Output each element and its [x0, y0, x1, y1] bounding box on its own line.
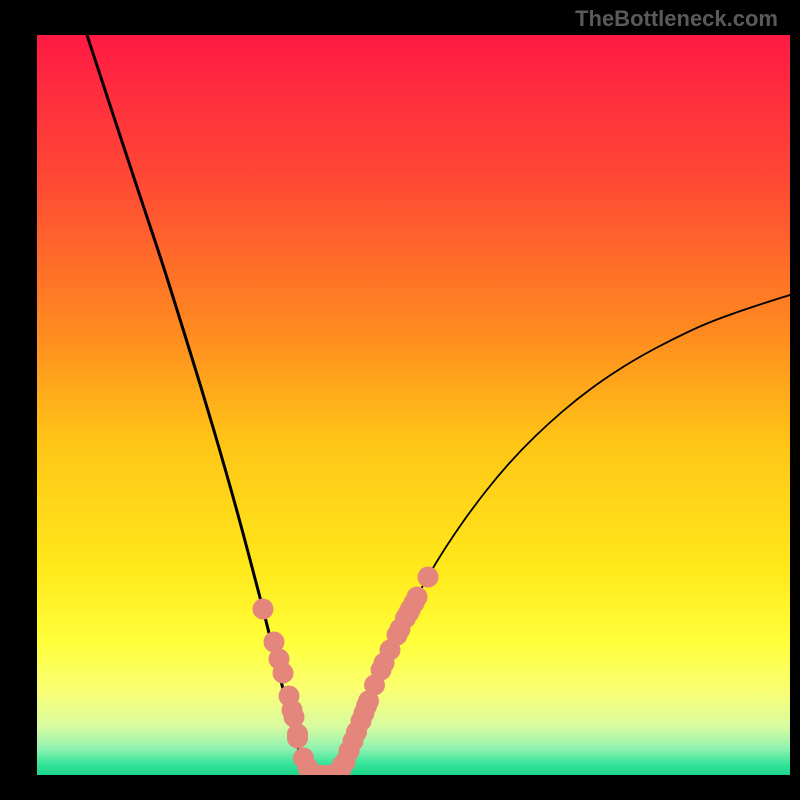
marker-dot: [287, 728, 308, 749]
marker-dot: [253, 599, 274, 620]
chart-frame: TheBottleneck.com: [0, 0, 800, 800]
marker-dot: [407, 587, 428, 608]
plot-area: [37, 35, 790, 775]
marker-dot: [273, 663, 294, 684]
marker-dot: [418, 567, 439, 588]
watermark-text: TheBottleneck.com: [575, 6, 778, 32]
gradient-background: [37, 35, 790, 775]
